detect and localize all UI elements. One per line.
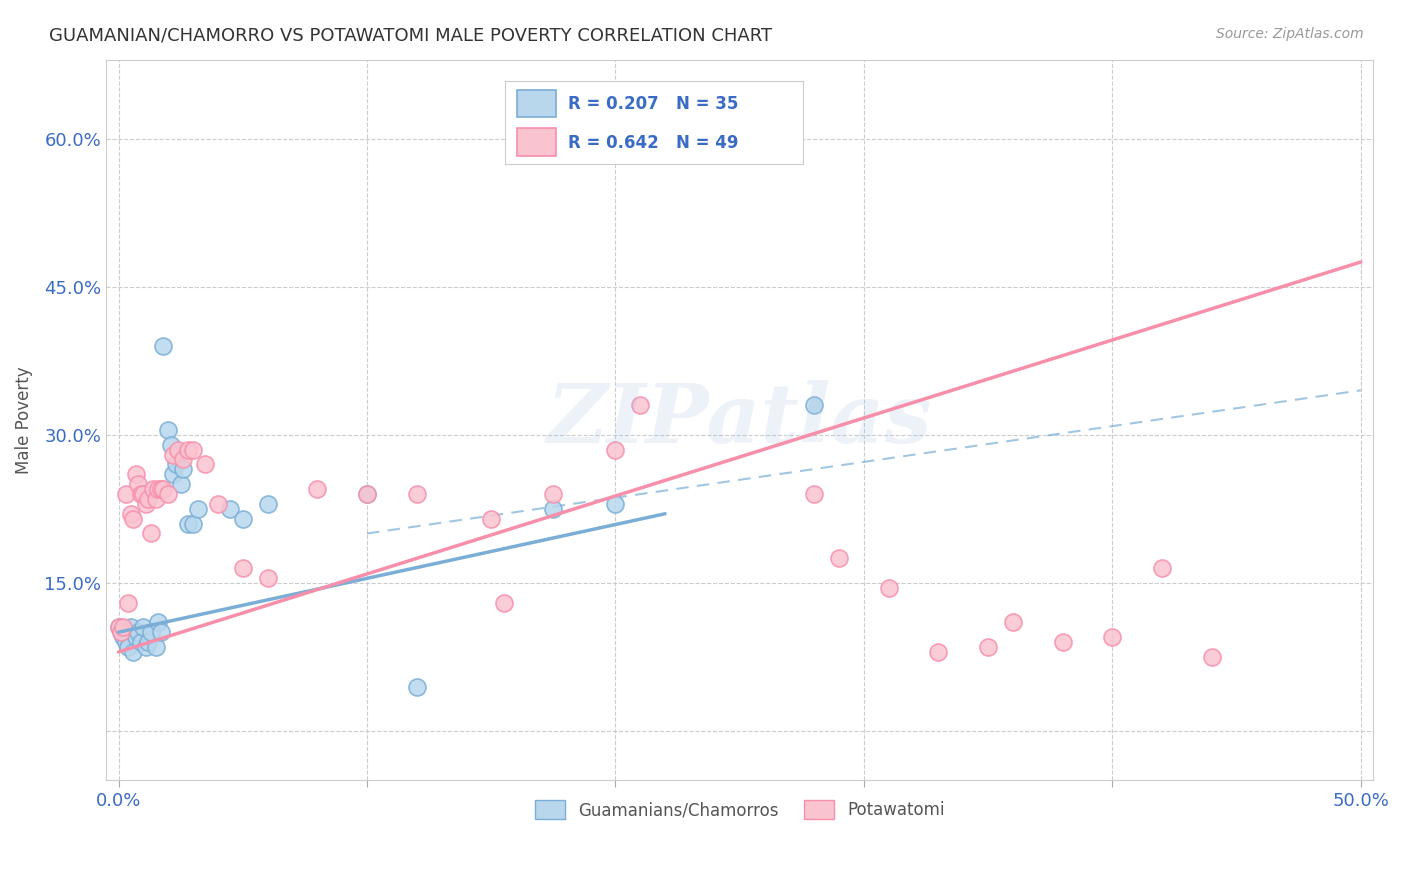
Point — [177, 516, 200, 531]
Point — [803, 398, 825, 412]
Point — [112, 630, 135, 644]
Point — [107, 620, 129, 634]
Point — [152, 339, 174, 353]
Point — [172, 462, 194, 476]
Point — [194, 458, 217, 472]
Point — [159, 437, 181, 451]
Point — [138, 635, 160, 649]
Point — [110, 625, 132, 640]
Point — [1101, 630, 1123, 644]
Point — [125, 467, 148, 482]
Point — [605, 497, 627, 511]
Point — [135, 640, 157, 654]
Point — [135, 497, 157, 511]
Point — [110, 625, 132, 640]
Point — [187, 501, 209, 516]
Point — [605, 442, 627, 457]
Point — [117, 596, 139, 610]
Point — [115, 635, 138, 649]
Point — [405, 680, 427, 694]
Legend: Guamanians/Chamorros, Potawatomi: Guamanians/Chamorros, Potawatomi — [529, 794, 952, 826]
Point — [127, 477, 149, 491]
Point — [132, 620, 155, 634]
Point — [145, 491, 167, 506]
Point — [181, 516, 204, 531]
Point — [129, 487, 152, 501]
Point — [172, 452, 194, 467]
Point — [132, 487, 155, 501]
Point — [628, 398, 651, 412]
Point — [256, 497, 278, 511]
Point — [479, 511, 502, 525]
Text: ZIPatlas: ZIPatlas — [547, 380, 932, 460]
Point — [405, 487, 427, 501]
Point — [122, 511, 145, 525]
Text: Source: ZipAtlas.com: Source: ZipAtlas.com — [1216, 27, 1364, 41]
Point — [654, 117, 676, 131]
Point — [115, 487, 138, 501]
Point — [828, 551, 851, 566]
Point — [256, 571, 278, 585]
Point — [207, 497, 229, 511]
Point — [120, 507, 142, 521]
Point — [177, 442, 200, 457]
Point — [877, 581, 900, 595]
Y-axis label: Male Poverty: Male Poverty — [15, 366, 32, 474]
Point — [356, 487, 378, 501]
Point — [129, 635, 152, 649]
Point — [232, 561, 254, 575]
Point — [157, 423, 180, 437]
Point — [162, 467, 184, 482]
Point — [149, 482, 172, 496]
Point — [492, 596, 515, 610]
Point — [149, 625, 172, 640]
Point — [543, 487, 565, 501]
Point — [112, 620, 135, 634]
Point — [977, 640, 1000, 654]
Point — [1001, 615, 1024, 630]
Point — [125, 630, 148, 644]
Point — [145, 640, 167, 654]
Point — [127, 625, 149, 640]
Point — [122, 645, 145, 659]
Point — [232, 511, 254, 525]
Point — [543, 501, 565, 516]
Point — [1052, 635, 1074, 649]
Point — [157, 487, 180, 501]
Point — [142, 482, 165, 496]
Point — [927, 645, 949, 659]
Point — [117, 640, 139, 654]
Point — [139, 526, 162, 541]
Point — [162, 448, 184, 462]
Point — [169, 477, 191, 491]
Point — [165, 458, 187, 472]
Point — [1150, 561, 1173, 575]
Point — [138, 491, 160, 506]
Point — [728, 117, 751, 131]
Point — [107, 620, 129, 634]
Point — [219, 501, 242, 516]
Point — [152, 482, 174, 496]
Point — [356, 487, 378, 501]
Point — [167, 442, 190, 457]
Point — [139, 625, 162, 640]
Point — [181, 442, 204, 457]
Text: GUAMANIAN/CHAMORRO VS POTAWATOMI MALE POVERTY CORRELATION CHART: GUAMANIAN/CHAMORRO VS POTAWATOMI MALE PO… — [49, 27, 772, 45]
Point — [120, 620, 142, 634]
Point — [148, 615, 170, 630]
Point — [803, 487, 825, 501]
Point — [1201, 649, 1223, 664]
Point — [148, 482, 170, 496]
Point — [307, 482, 329, 496]
